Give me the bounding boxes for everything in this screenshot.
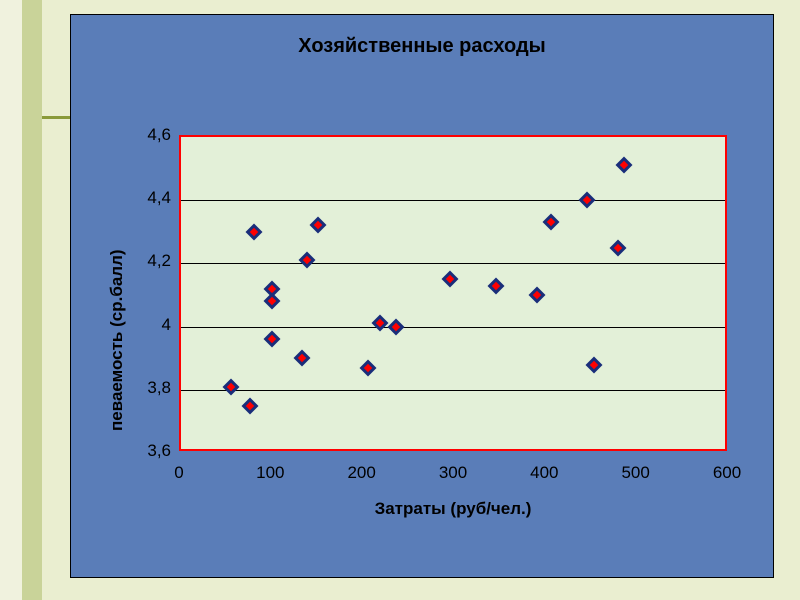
- slide-main: Хозяйственные расходы 3,6 3,8 4 4,2 4,4 4,6 0…: [42, 0, 800, 600]
- x-tick-label: 300: [439, 463, 467, 483]
- chart-title: Хозяйственные расходы: [71, 35, 773, 58]
- data-point: [372, 315, 389, 332]
- y-tick-label: 4,6: [131, 125, 171, 145]
- left-accent: [0, 0, 42, 600]
- x-tick-label: 200: [347, 463, 375, 483]
- data-point: [264, 331, 281, 348]
- x-tick-label: 600: [713, 463, 741, 483]
- y-tick-label: 3,8: [131, 378, 171, 398]
- gridline-h: [181, 390, 725, 391]
- x-tick-label: 400: [530, 463, 558, 483]
- chart-panel: Хозяйственные расходы 3,6 3,8 4 4,2 4,4 4,6 0…: [70, 14, 774, 578]
- data-point: [360, 359, 377, 376]
- slide-background: Хозяйственные расходы 3,6 3,8 4 4,2 4,4 4,6 0…: [0, 0, 800, 600]
- gridline-h: [181, 327, 725, 328]
- data-point: [585, 356, 602, 373]
- data-point: [542, 214, 559, 231]
- data-point: [488, 277, 505, 294]
- data-point: [241, 397, 258, 414]
- x-tick-label: 100: [256, 463, 284, 483]
- plot-area: [179, 135, 727, 451]
- data-point: [442, 271, 459, 288]
- left-bar-light: [0, 0, 22, 600]
- data-point: [529, 287, 546, 304]
- y-axis-label: певаемость (ср.балл): [107, 249, 127, 431]
- data-point: [246, 223, 263, 240]
- data-point: [579, 192, 596, 209]
- gridline-h: [181, 263, 725, 264]
- data-point: [609, 239, 626, 256]
- left-bar-med: [22, 0, 42, 600]
- x-tick-label: 0: [174, 463, 183, 483]
- x-tick-label: 500: [621, 463, 649, 483]
- data-point: [615, 157, 632, 174]
- gridline-h: [181, 200, 725, 201]
- data-point: [299, 252, 316, 269]
- data-point: [264, 293, 281, 310]
- y-tick-label: 4,4: [131, 188, 171, 208]
- x-axis-label: Затраты (руб/чел.): [179, 499, 727, 519]
- y-tick-label: 4: [131, 315, 171, 335]
- data-point: [387, 318, 404, 335]
- data-point: [310, 217, 327, 234]
- y-tick-label: 3,6: [131, 441, 171, 461]
- y-tick-label: 4,2: [131, 251, 171, 271]
- data-point: [223, 378, 240, 395]
- data-point: [293, 350, 310, 367]
